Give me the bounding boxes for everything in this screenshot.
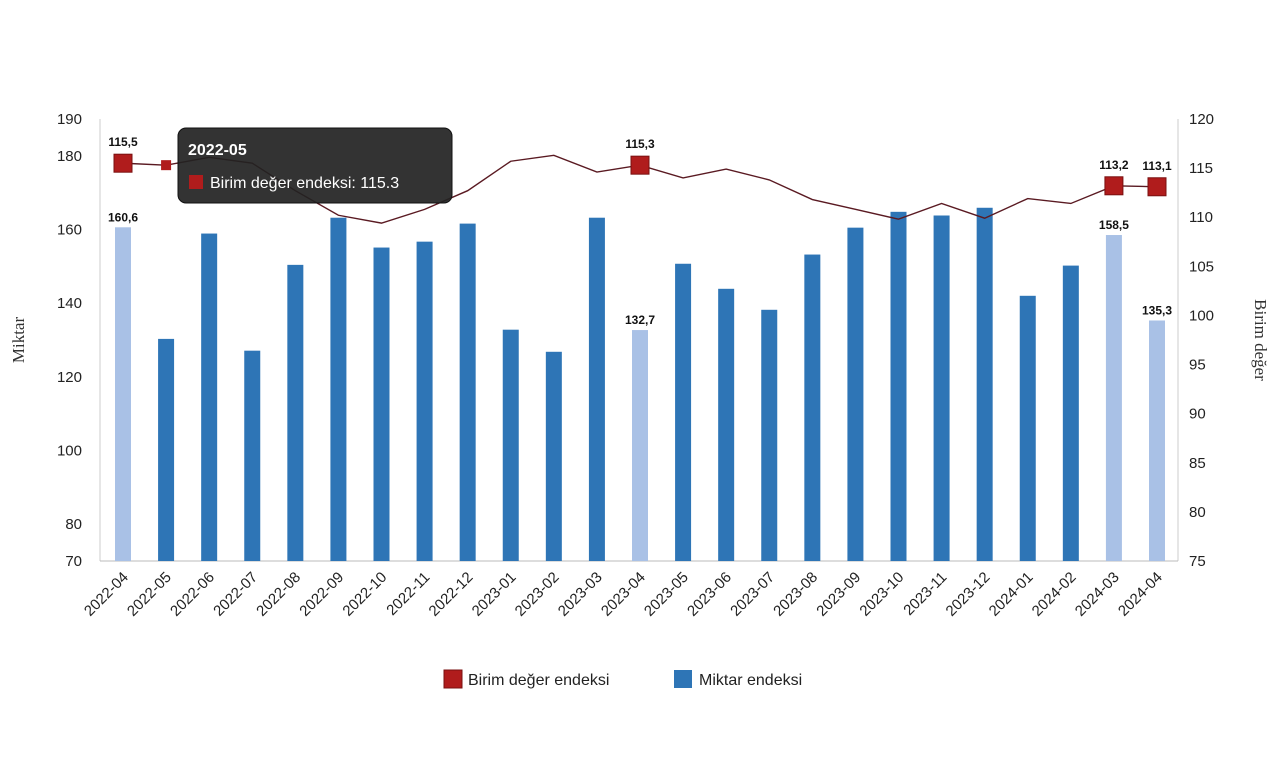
tooltip-box (177, 127, 453, 204)
x-tick-label: 2022-10 (339, 569, 390, 620)
line-data-label: 115,5 (108, 135, 138, 149)
line-data-label: 113,2 (1099, 158, 1129, 172)
x-tick-label: 2023-12 (943, 569, 994, 620)
left-axis-title: Miktar (9, 317, 28, 364)
tooltip-swatch (189, 175, 203, 189)
tooltip-title: 2022-05 (188, 142, 247, 159)
bar[interactable] (761, 309, 778, 561)
bar[interactable] (158, 338, 175, 561)
x-tick-label: 2022-05 (124, 569, 175, 620)
x-tick-label: 2023-02 (512, 569, 563, 620)
x-tick-label: 2023-01 (469, 569, 520, 620)
bar-data-label[interactable]: 132,7 (625, 313, 655, 327)
x-tick-label: 2024-03 (1072, 569, 1123, 620)
legend-swatch-line (443, 669, 463, 689)
x-tick-label: 2023-08 (770, 569, 821, 620)
x-tick-label: 2022-06 (167, 569, 218, 620)
right-tick-label: 120 (1189, 111, 1214, 128)
x-tick-label: 2024-04 (1115, 569, 1166, 620)
x-tick-label: 2023-04 (598, 569, 649, 620)
right-tick-label: 95 (1189, 357, 1206, 374)
line-marker[interactable] (113, 153, 133, 173)
bar[interactable] (976, 207, 993, 562)
x-tick-label: 2023-11 (900, 569, 950, 619)
x-tick-label: 2023-10 (856, 569, 907, 620)
x-tick-label: 2022-12 (426, 569, 477, 620)
bar-data-label[interactable]: 160,6 (108, 210, 138, 224)
x-tick-label: 2022-09 (296, 569, 347, 620)
bar[interactable] (115, 227, 131, 562)
line-data-label: 115,3 (625, 137, 655, 151)
line-marker[interactable] (1104, 176, 1124, 196)
bar[interactable] (1105, 235, 1122, 561)
left-tick-label: 70 (65, 553, 82, 570)
left-tick-label: 120 (57, 369, 82, 386)
bar[interactable] (1019, 295, 1036, 561)
right-tick-label: 75 (1189, 553, 1206, 570)
left-tick-label: 80 (65, 516, 82, 533)
right-tick-label: 115 (1189, 160, 1213, 177)
left-tick-label: 100 (57, 443, 82, 460)
line-data-label: 113,1 (1142, 159, 1172, 173)
legend-swatch-bar[interactable] (674, 670, 692, 688)
bar[interactable] (201, 233, 218, 561)
bar[interactable] (416, 241, 433, 561)
x-tick-label: 2022-07 (210, 569, 261, 620)
legend-item-bar[interactable]: Miktar endeksi (699, 672, 802, 689)
bar[interactable] (502, 329, 519, 561)
bar[interactable] (459, 223, 476, 561)
line-marker-hovered[interactable] (161, 160, 172, 171)
tooltip-text: Birim değer endeksi: 115.3 (210, 175, 399, 192)
line-marker[interactable] (1147, 177, 1167, 197)
x-tick-label: 2022-11 (383, 569, 433, 619)
right-axis-title: Birim değer (1251, 299, 1270, 381)
bar[interactable] (373, 247, 390, 561)
bar-data-label[interactable]: 158,5 (1099, 218, 1129, 232)
x-tick-label: 2023-06 (684, 569, 735, 620)
bar[interactable] (675, 263, 692, 561)
bar[interactable] (847, 227, 864, 562)
bar[interactable] (632, 330, 648, 561)
right-tick-label: 90 (1189, 406, 1206, 423)
left-tick-label: 180 (57, 148, 82, 165)
legend-item-line[interactable]: Birim değer endeksi (468, 672, 609, 689)
bar[interactable] (718, 288, 735, 561)
x-tick-label: 2022-08 (253, 569, 304, 620)
bar[interactable] (890, 211, 907, 561)
bar[interactable] (804, 254, 821, 561)
bar[interactable] (244, 350, 261, 561)
bar-data-label[interactable]: 135,3 (1142, 303, 1172, 317)
right-tick-label: 105 (1189, 258, 1214, 275)
right-tick-label: 80 (1189, 504, 1206, 521)
bar[interactable] (545, 351, 562, 561)
x-tick-label: 2024-01 (986, 569, 1037, 620)
left-tick-label: 190 (57, 111, 82, 128)
bar[interactable] (1149, 320, 1165, 561)
x-tick-label: 2022-04 (81, 569, 132, 620)
x-tick-label: 2024-02 (1029, 569, 1080, 620)
x-tick-label: 2023-03 (555, 569, 606, 620)
right-tick-label: 100 (1189, 307, 1214, 324)
left-tick-label: 140 (57, 295, 82, 312)
line-marker[interactable] (630, 155, 650, 175)
legend: Birim değer endeksi Miktar endeksi (443, 669, 802, 689)
bar[interactable] (330, 217, 347, 562)
x-tick-label: 2023-09 (813, 569, 864, 620)
x-tick-label: 2023-05 (641, 569, 692, 620)
tooltip: 2022-05 Birim değer endeksi: 115.3 (177, 127, 453, 204)
bar[interactable] (287, 264, 304, 561)
left-tick-label: 160 (57, 222, 82, 239)
bar[interactable] (1062, 265, 1079, 561)
x-tick-label: 2023-07 (727, 569, 778, 620)
bar[interactable] (588, 217, 605, 562)
right-tick-label: 110 (1189, 209, 1213, 226)
bar[interactable] (933, 215, 950, 561)
right-tick-label: 85 (1189, 455, 1206, 472)
